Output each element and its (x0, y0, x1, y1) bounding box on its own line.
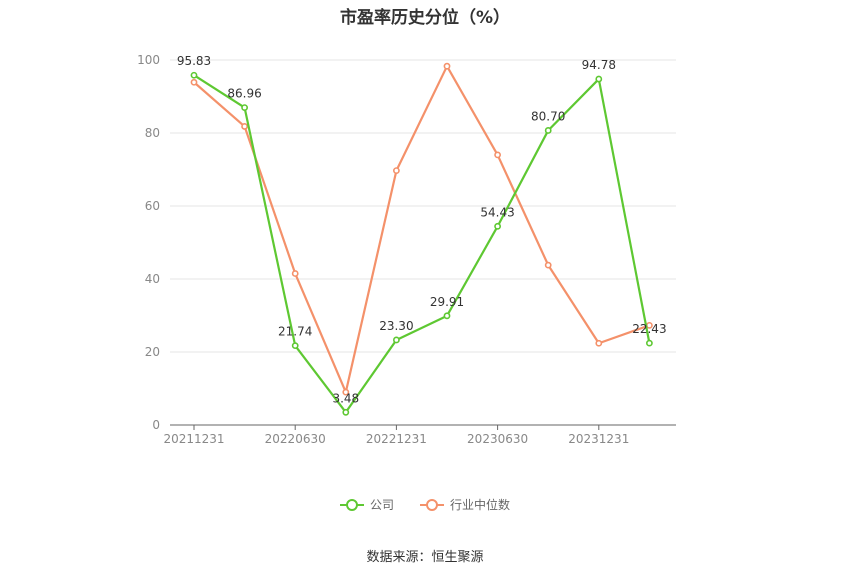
data-point-公司 (544, 127, 552, 134)
data-label: 29.91 (430, 295, 464, 309)
x-axis: 20211231 20220630 20221231 20230630 20231231 (163, 424, 676, 446)
data-label: 94.78 (582, 58, 616, 72)
data-label: 3.48 (332, 391, 359, 405)
x-tick-label: 20230630 (467, 432, 528, 446)
data-point-行业中位数 (544, 261, 552, 269)
x-tick-label: 20231231 (568, 432, 629, 446)
data-label: 54.43 (480, 205, 514, 219)
series-line-行业中位数 (193, 65, 650, 394)
y-tick-label: 0 (152, 418, 160, 432)
data-point-公司 (291, 342, 299, 350)
data-label: 95.83 (177, 54, 211, 68)
legend-industry-marker-icon (420, 498, 444, 511)
data-source: 数据来源：恒生聚源 (366, 550, 484, 565)
data-label: 23.30 (379, 319, 413, 333)
data-point-行业中位数 (443, 62, 451, 70)
y-axis: 0 20 40 60 80 100 (137, 53, 160, 432)
data-point-公司 (494, 222, 501, 230)
data-point-公司 (646, 339, 653, 347)
chart-title: 市盈率历史分位（%） (339, 8, 511, 28)
x-tick-label: 20221231 (366, 432, 427, 446)
x-tick-label: 20211231 (163, 432, 224, 446)
legend-item-industry[interactable]: 行业中位数 (420, 496, 510, 513)
data-point-行业中位数 (392, 167, 400, 174)
data-label: 22.43 (632, 322, 666, 336)
grid-lines (170, 59, 676, 353)
data-point-公司 (443, 312, 451, 320)
y-tick-label: 20 (145, 345, 160, 359)
y-tick-label: 100 (137, 53, 160, 67)
data-label: 80.70 (531, 109, 565, 123)
legend-company-label: 公司 (369, 498, 394, 512)
y-tick-label: 60 (145, 199, 160, 213)
legend-industry-label: 行业中位数 (450, 498, 511, 512)
data-point-行业中位数 (190, 78, 198, 86)
series-group (190, 62, 653, 416)
data-point-行业中位数 (241, 123, 248, 130)
data-point-行业中位数 (342, 388, 350, 396)
legend-item-company[interactable]: 公司 (339, 496, 394, 513)
data-labels: 95.83 86.96 21.74 3.48 23.30 29.91 54.43 80.70 9… (177, 54, 667, 405)
data-point-公司 (190, 71, 198, 79)
data-point-公司 (595, 75, 603, 83)
legend: 公司 行业中位数 (0, 496, 850, 513)
x-tick-label: 20220630 (265, 432, 326, 446)
data-point-行业中位数 (291, 270, 299, 277)
series-line-公司 (193, 74, 651, 414)
legend-company-marker-icon (339, 498, 364, 511)
data-label: 86.96 (227, 87, 261, 101)
y-tick-label: 80 (145, 126, 160, 140)
data-point-公司 (342, 408, 350, 416)
data-point-公司 (392, 336, 400, 344)
data-point-公司 (241, 104, 248, 111)
data-label: 21.74 (278, 325, 312, 339)
data-point-行业中位数 (494, 151, 501, 159)
y-tick-label: 40 (145, 272, 160, 286)
data-point-行业中位数 (595, 339, 603, 347)
